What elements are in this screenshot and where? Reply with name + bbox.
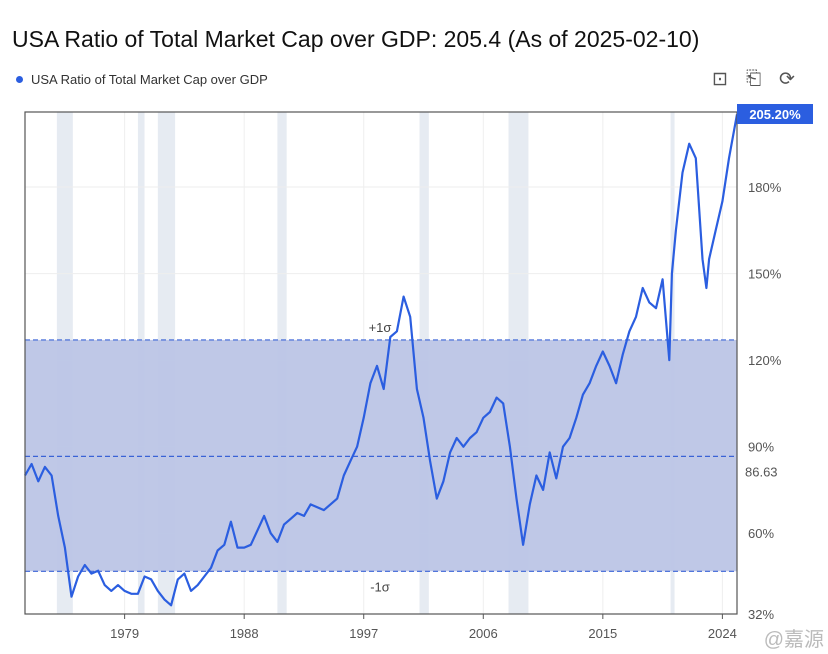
x-tick-label: 1988 [230,626,259,641]
y-tick-label: 90% [748,440,774,455]
chart-title: USA Ratio of Total Market Cap over GDP: … [12,26,700,52]
x-tick-label: 2015 [588,626,617,641]
restore-icon[interactable]: ⟳ [779,69,795,90]
zoom-reset-icon[interactable]: ⎗ [746,68,762,89]
y-tick-label: 180% [748,180,782,195]
mean-label: 86.63 [745,464,778,479]
minus-sigma-label: -1σ [370,579,390,594]
y-tick-label: 150% [748,267,782,282]
x-tick-label: 2024 [708,626,737,641]
legend-marker [16,76,23,83]
y-tick-label: 32% [748,607,774,622]
y-tick-label: 120% [748,353,782,368]
last-value-badge [737,104,813,124]
zoom-area-icon[interactable]: ⊡ [712,69,728,90]
sigma-band [25,339,737,572]
y-tick-label: 60% [748,526,774,541]
x-tick-label: 2006 [469,626,498,641]
legend-item[interactable]: USA Ratio of Total Market Cap over GDP [16,72,268,87]
watermark: @嘉源 [763,629,824,651]
legend-label: USA Ratio of Total Market Cap over GDP [31,72,268,87]
plus-sigma-label: +1σ [369,320,392,335]
last-value-label: 205.20% [749,107,801,122]
x-tick-label: 1979 [110,626,139,641]
x-tick-label: 1997 [349,626,378,641]
plot-frame [24,111,738,615]
series-line [24,114,739,607]
